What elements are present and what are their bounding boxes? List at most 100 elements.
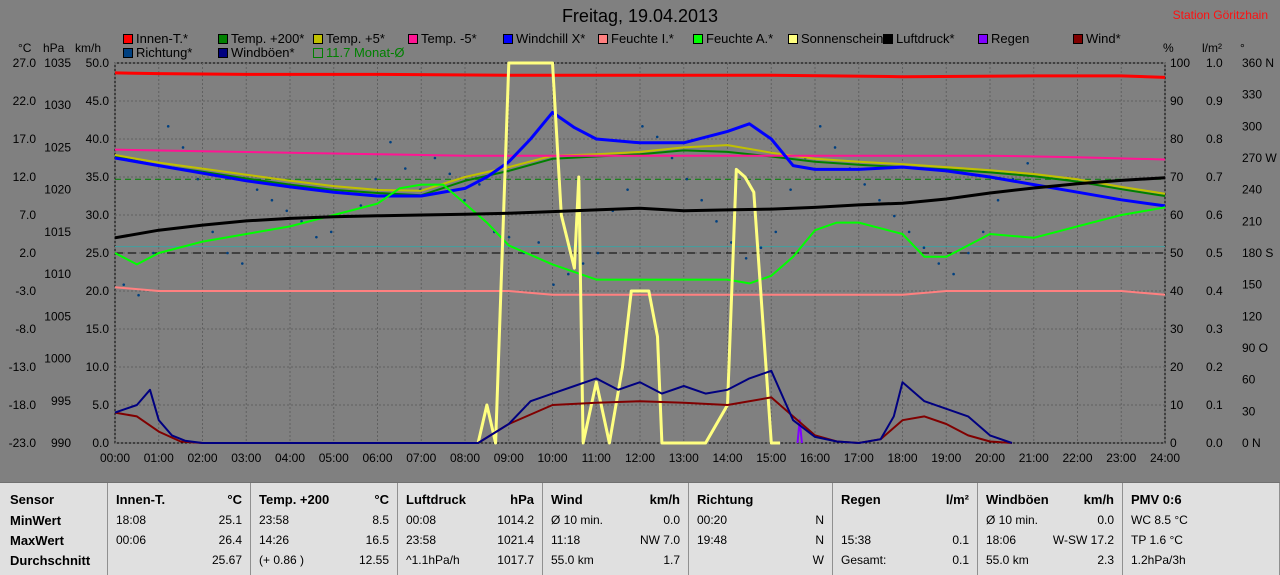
- stat-time: ^1.1hPa/h: [406, 553, 460, 567]
- stat-column-unit: l/m²: [945, 492, 969, 507]
- legend-swatch: [1073, 33, 1083, 44]
- direction-point: [478, 183, 481, 186]
- temp-axis-label: -13.0: [9, 360, 37, 374]
- legend-item: Richtung*: [123, 45, 192, 60]
- direction-point: [537, 241, 540, 244]
- direction-point: [270, 198, 274, 202]
- stat-column-name: Richtung: [697, 492, 754, 507]
- stat-time: 00:20: [697, 513, 728, 527]
- row-label-column: Sensor MinWert MaxWert Durchschnitt: [0, 483, 108, 575]
- direction-point: [448, 172, 452, 176]
- rain-axis-label: 0.2: [1206, 360, 1223, 374]
- direction-point: [715, 220, 718, 223]
- direction-point: [730, 241, 733, 244]
- legend-label: Sonnenschein: [801, 31, 884, 46]
- stat-column-name: Wind: [551, 492, 583, 507]
- stat-value: 12.55: [358, 553, 389, 567]
- legend-swatch: [218, 47, 228, 58]
- series-line: [796, 419, 803, 444]
- legend-label: Luftdruck*: [896, 31, 955, 46]
- legend-label: Feuchte I.*: [611, 31, 674, 46]
- stat-column-name: Regen: [841, 492, 881, 507]
- pressure-axis-label: 1020: [44, 183, 71, 197]
- humidity-axis-label: 50: [1170, 246, 1184, 260]
- humidity-axis-label: 70: [1170, 170, 1184, 184]
- legend-item: Innen-T.*: [123, 31, 188, 46]
- stat-time: 18:08: [116, 513, 147, 527]
- direction-axis-label: 210: [1242, 214, 1262, 228]
- stat-column-unit: °C: [374, 492, 389, 507]
- wind-axis-label: 15.0: [86, 322, 110, 336]
- x-tick-label: 11:00: [582, 451, 611, 465]
- direction-axis-label: 30: [1242, 404, 1256, 418]
- direction-point: [166, 125, 170, 128]
- x-tick-label: 16:00: [800, 451, 830, 465]
- direction-point: [596, 251, 600, 255]
- series-line: [114, 176, 1166, 240]
- stat-column: Luftdruck hPa 00:08 1014.2 23:58 1021.4 ^1.1hP…: [398, 483, 543, 575]
- stat-time: (+ 0.86 ): [259, 553, 305, 567]
- wind-axis-label: 5.0: [92, 398, 109, 412]
- unit-wind: km/h: [75, 41, 102, 55]
- stat-column-unit: km/h: [1083, 492, 1114, 507]
- legend-item: Regen: [978, 31, 1029, 46]
- legend-label: 11.7 Monat-Ø: [326, 45, 405, 60]
- legend-item: Feuchte I.*: [598, 31, 674, 46]
- x-tick-label: 17:00: [844, 451, 874, 465]
- legend-swatch: [313, 47, 323, 58]
- stat-column: Regen l/m² 15:38 0.1 Gesamt: 0.1: [833, 483, 978, 575]
- x-tick-label: 21:00: [1019, 451, 1049, 465]
- stat-column-header: Wind km/h: [551, 492, 680, 507]
- stat-time: Ø 10 min.: [986, 513, 1039, 527]
- humidity-axis-label: 100: [1170, 56, 1190, 70]
- x-tick-label: 15:00: [756, 451, 786, 465]
- rain-axis-label: 0.9: [1206, 94, 1223, 108]
- x-tick-label: 02:00: [187, 451, 217, 465]
- legend-label: Temp. -5*: [421, 31, 477, 46]
- stat-value: 25.1: [218, 513, 242, 527]
- stat-value: 16.5: [365, 533, 389, 547]
- legend-item: Wind*: [1073, 31, 1121, 46]
- legend-swatch: [123, 47, 133, 58]
- direction-point: [907, 230, 911, 234]
- legend-label: Temp. +5*: [326, 31, 385, 46]
- stat-time: 19:48: [697, 533, 728, 547]
- series-line: [114, 110, 1166, 208]
- direction-point: [833, 146, 837, 149]
- stat-row: 00:06 26.4: [116, 533, 242, 547]
- direction-point: [226, 251, 229, 255]
- wind-axis-label: 40.0: [86, 132, 110, 146]
- statistics-panel: Sensor MinWert MaxWert Durchschnitt Inne…: [0, 482, 1280, 575]
- direction-point: [952, 272, 955, 276]
- direction-point: [641, 125, 644, 128]
- stat-row: 19:48 N: [697, 533, 824, 547]
- stat-value: 1.7: [663, 553, 680, 567]
- unit-rain: l/m²: [1202, 41, 1222, 55]
- stat-time: 00:08: [406, 513, 437, 527]
- unit-pressure: hPa: [43, 41, 65, 55]
- pressure-axis-label: 1000: [44, 352, 71, 366]
- legend-item: Sonnenschein: [788, 31, 883, 46]
- legend-item: Windchill X*: [503, 31, 585, 46]
- unit-deg: °: [1240, 41, 1245, 55]
- rain-axis-label: 1.0: [1206, 56, 1223, 70]
- x-tick-label: 03:00: [231, 451, 261, 465]
- x-tick-label: 14:00: [712, 451, 742, 465]
- label-max: MaxWert: [10, 533, 64, 548]
- legend-swatch: [978, 33, 988, 44]
- legend-item: Temp. -5*: [408, 31, 477, 46]
- stat-value: 0.1: [952, 533, 969, 547]
- stat-row: 25.67: [116, 553, 242, 567]
- label-sensor: Sensor: [10, 492, 55, 507]
- stat-column-unit: km/h: [649, 492, 680, 507]
- stat-time: 55.0 km: [551, 553, 594, 567]
- legend-item: Feuchte A.*: [693, 31, 773, 46]
- x-tick-label: 08:00: [450, 451, 480, 465]
- stat-row: W: [697, 553, 824, 567]
- wind-axis-label: 25.0: [86, 246, 110, 260]
- direction-point: [255, 188, 259, 191]
- label-avg: Durchschnitt: [10, 553, 91, 568]
- legend-label: Windböen*: [231, 45, 295, 60]
- direction-point: [285, 209, 289, 213]
- direction-axis-label: 120: [1242, 309, 1262, 323]
